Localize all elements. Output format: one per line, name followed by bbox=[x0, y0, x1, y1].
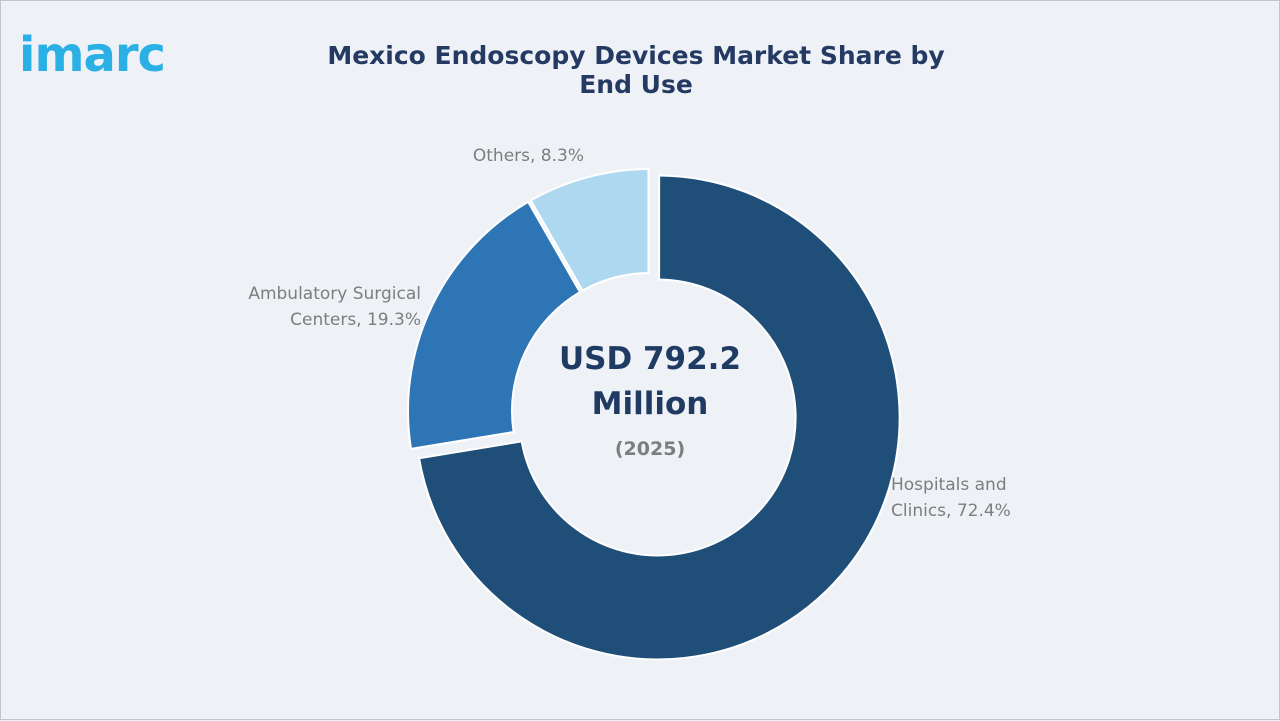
donut-slices bbox=[407, 167, 901, 661]
donut-center: USD 792.2 Million (2025) bbox=[559, 341, 741, 460]
slice-label-0: Hospitals and Clinics, 72.4% bbox=[891, 475, 1011, 521]
imarc-logo: imarc bbox=[19, 27, 166, 83]
slice-label-0-line-1: Clinics, 72.4% bbox=[891, 501, 1011, 521]
slice-label-1-line-1: Centers, 19.3% bbox=[290, 310, 421, 330]
center-year: (2025) bbox=[615, 438, 685, 460]
donut-slice-0 bbox=[417, 174, 901, 661]
chart-title: Mexico Endoscopy Devices Market Share by… bbox=[327, 41, 945, 99]
slice-label-1-line-0: Ambulatory Surgical bbox=[248, 284, 421, 304]
slice-label-2-line-0: Others, 8.3% bbox=[473, 146, 584, 166]
center-value-line-1: USD 792.2 bbox=[559, 341, 741, 377]
slice-label-1: Ambulatory Surgical Centers, 19.3% bbox=[248, 284, 421, 330]
donut-slice-1 bbox=[407, 200, 582, 451]
slice-label-0-line-0: Hospitals and bbox=[891, 475, 1007, 495]
slice-labels: Hospitals and Clinics, 72.4% Ambulatory Su… bbox=[248, 146, 1011, 521]
center-value-line-2: Million bbox=[592, 386, 709, 422]
slice-label-2: Others, 8.3% bbox=[473, 146, 584, 166]
donut-slice-2 bbox=[529, 167, 650, 292]
